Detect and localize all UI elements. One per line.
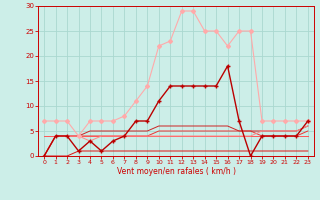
X-axis label: Vent moyen/en rafales ( km/h ): Vent moyen/en rafales ( km/h ) <box>116 167 236 176</box>
